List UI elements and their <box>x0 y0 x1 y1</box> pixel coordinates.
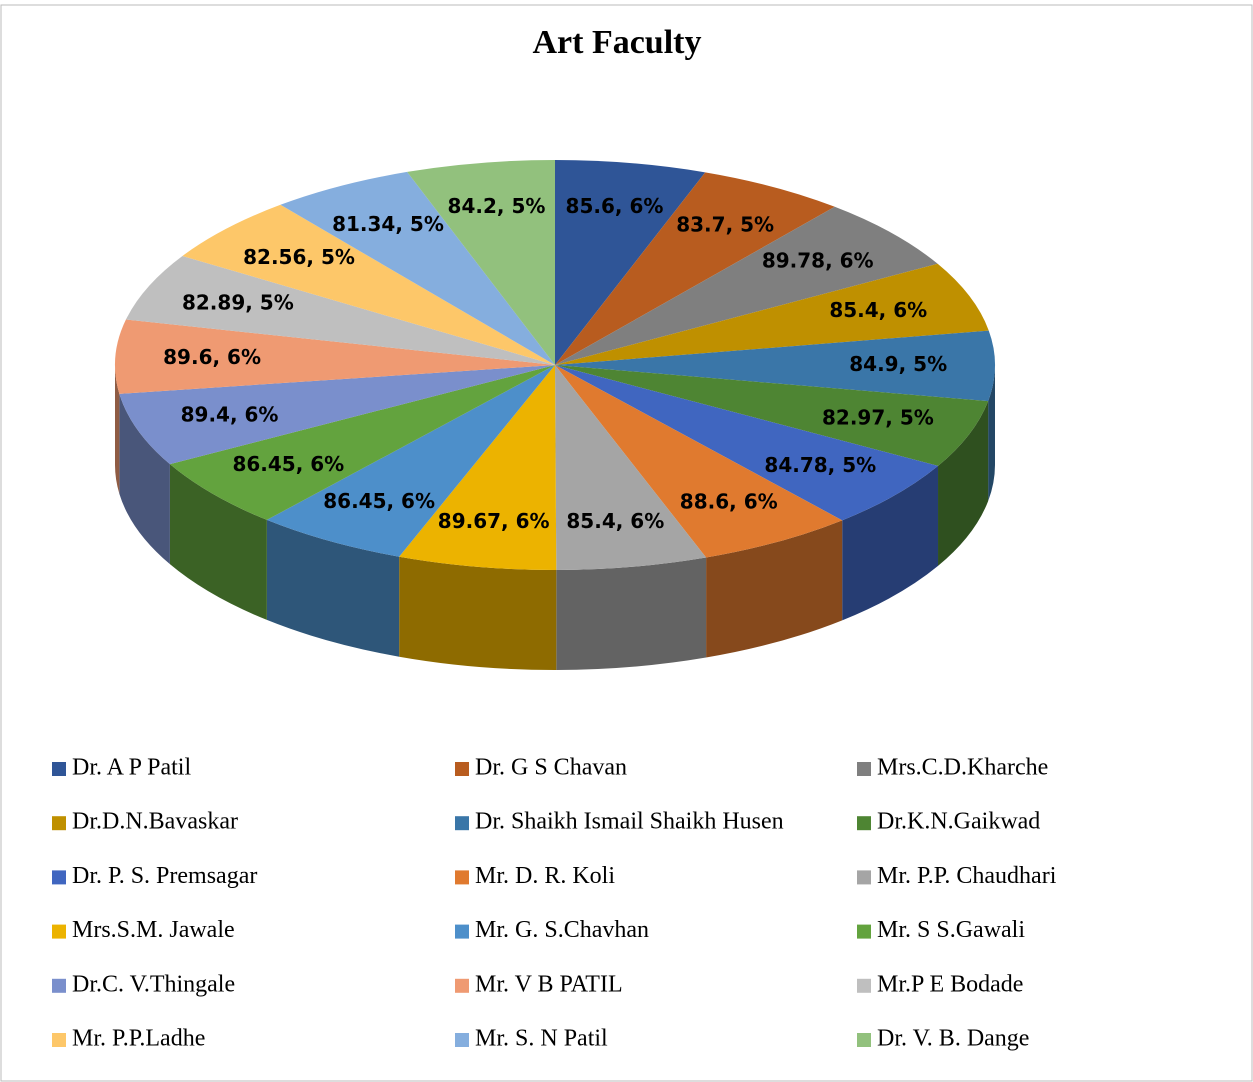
legend-label: Mrs.C.D.Kharche <box>877 755 1048 781</box>
legend-swatch <box>857 762 871 776</box>
legend-swatch <box>52 924 66 939</box>
legend-label: Mr. D. R. Koli <box>475 863 615 889</box>
slice <box>407 160 555 365</box>
legend-swatch <box>455 816 469 831</box>
legend-label: Dr.K.N.Gaikwad <box>877 809 1040 835</box>
legend-label: Dr. G S Chavan <box>475 755 627 781</box>
slice <box>555 172 835 365</box>
slice <box>114 319 555 394</box>
data-label: 84.78, 5% <box>764 453 876 477</box>
legend-label: Dr. A P Patil <box>72 755 191 781</box>
legend-swatch <box>455 978 469 993</box>
data-label: 86.45, 6% <box>323 489 435 513</box>
chart-title: Art Faculty <box>532 24 701 61</box>
data-label: 89.4, 6% <box>181 402 279 426</box>
slice <box>125 255 555 365</box>
slice-side <box>988 365 995 502</box>
slice-side <box>842 465 939 621</box>
data-label: 86.45, 6% <box>232 452 344 476</box>
data-label: 84.9, 5% <box>849 352 947 376</box>
legend-label: Dr. Shaikh Ismail Shaikh Husen <box>475 809 784 835</box>
legend-label: Mr. G. S.Chavhan <box>475 917 649 943</box>
legend-label: Mr. P.P. Chaudhari <box>877 863 1057 889</box>
legend-label: Dr.D.N.Bavaskar <box>72 809 238 835</box>
legend-label: Mr. P.P.Ladhe <box>72 1026 205 1052</box>
data-label: 84.2, 5% <box>448 194 546 218</box>
legend-label: Mr. S. N Patil <box>475 1026 608 1052</box>
data-label: 85.4, 6% <box>566 509 664 533</box>
slice <box>182 204 555 365</box>
slice <box>266 365 555 557</box>
slice-side <box>119 393 170 565</box>
legend-label: Mrs.S.M. Jawale <box>72 917 235 943</box>
legend-swatch <box>52 762 66 776</box>
legend-label: Dr. P. S. Premsagar <box>72 863 257 889</box>
slice <box>555 365 707 570</box>
legend-swatch <box>857 816 871 831</box>
slice-side <box>706 520 843 658</box>
slice-side <box>115 365 120 494</box>
slice-side <box>169 464 267 620</box>
slice <box>555 263 989 365</box>
legend-swatch <box>455 1033 469 1047</box>
legend-label: Mr.P E Bodade <box>877 971 1023 997</box>
legend-swatch <box>455 870 469 885</box>
slice <box>555 365 843 558</box>
legend-swatch <box>455 924 469 939</box>
legend-swatch <box>857 978 871 993</box>
slice <box>119 365 555 465</box>
legend-label: Mr. V B PATIL <box>475 971 623 997</box>
slice <box>555 160 706 365</box>
data-label: 82.97, 5% <box>822 406 934 430</box>
legend-swatch <box>52 978 66 993</box>
slice <box>555 330 995 402</box>
legend-label: Mr. S S.Gawali <box>877 917 1025 943</box>
legend-swatch <box>52 870 66 885</box>
data-label: 82.89, 5% <box>182 290 294 314</box>
slice-side <box>938 401 989 566</box>
data-label: 82.56, 5% <box>243 245 355 269</box>
legend-swatch <box>52 816 66 831</box>
legend-swatch <box>857 1033 871 1047</box>
slice <box>555 365 989 466</box>
legend-swatch <box>857 924 871 939</box>
data-label: 83.7, 5% <box>676 213 774 237</box>
data-label: 89.6, 6% <box>163 345 261 369</box>
data-label: 85.6, 6% <box>566 194 664 218</box>
slice-side <box>399 556 557 670</box>
data-label: 89.67, 6% <box>438 509 550 533</box>
slice-side <box>266 519 400 657</box>
legend-swatch <box>52 1033 66 1047</box>
slice <box>280 171 555 365</box>
slice <box>169 365 556 520</box>
slice <box>555 365 939 521</box>
legend-swatch <box>455 762 469 776</box>
slice <box>399 365 557 570</box>
data-label: 88.6, 6% <box>680 489 778 513</box>
slice <box>555 206 938 365</box>
data-label: 89.78, 6% <box>762 249 874 273</box>
slice-side <box>556 557 707 670</box>
data-label: 85.4, 6% <box>829 298 927 322</box>
legend-label: Dr.C. V.Thingale <box>72 971 235 997</box>
legend-swatch <box>857 870 871 885</box>
data-label: 81.34, 5% <box>332 212 444 236</box>
legend-label: Dr. V. B. Dange <box>877 1026 1029 1052</box>
